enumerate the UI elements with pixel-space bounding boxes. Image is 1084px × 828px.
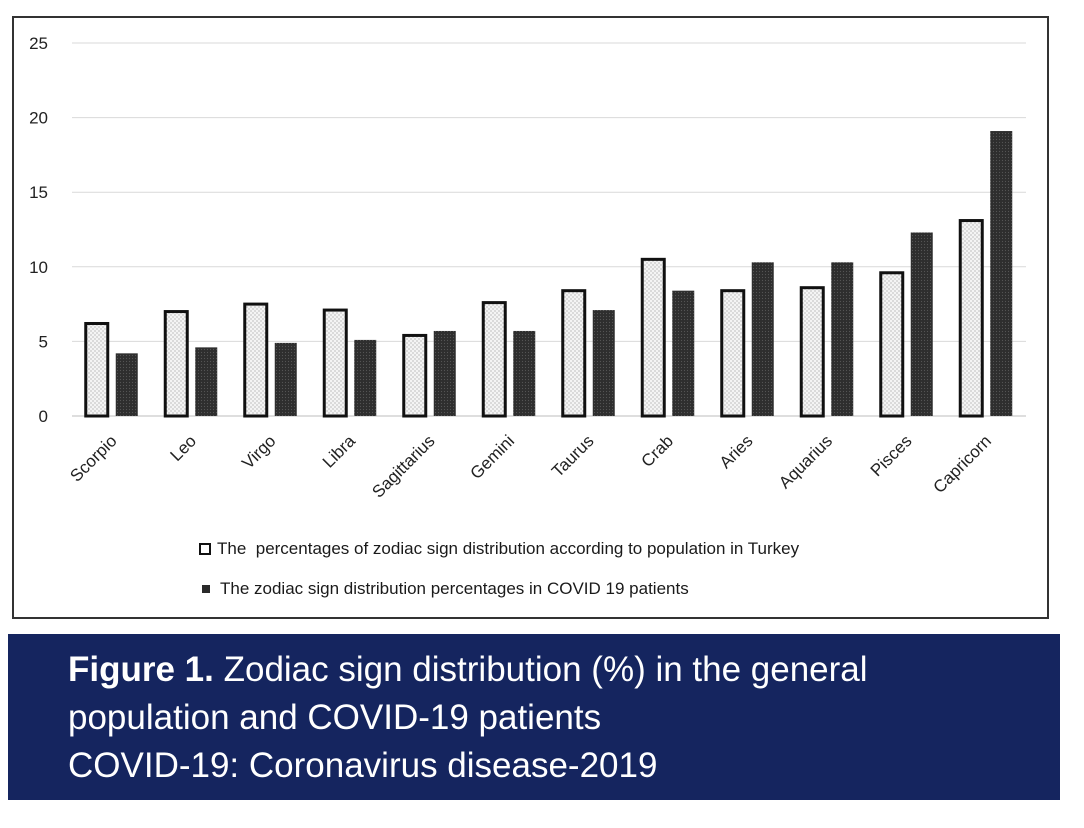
bar-population (84, 321, 110, 418)
bar-covid (592, 310, 615, 416)
y-tick-label: 10 (29, 258, 48, 277)
bar-population (958, 219, 984, 418)
bar-population (561, 289, 587, 418)
x-tick-label: Libra (319, 431, 360, 472)
y-tick-label: 25 (29, 34, 48, 53)
bar-covid (274, 342, 297, 416)
x-tick-label: Sagittarius (368, 431, 438, 501)
x-tick-label: Scorpio (66, 431, 120, 485)
bar-covid (751, 262, 774, 416)
legend-label-population: The percentages of zodiac sign distribut… (217, 539, 800, 558)
bar-covid (513, 330, 536, 416)
bar-population (879, 271, 905, 418)
legend-item-covid: The zodiac sign distribution percentages… (199, 579, 689, 599)
bar-covid (672, 290, 695, 416)
bar-population (402, 333, 428, 418)
bar-covid (115, 353, 138, 416)
legend-swatch-population (199, 543, 211, 555)
x-tick-label: Capricorn (930, 431, 996, 497)
caption-line-1: Figure 1. Zodiac sign distribution (%) i… (68, 646, 1060, 694)
y-tick-label: 0 (39, 407, 48, 426)
bar-covid (433, 330, 456, 416)
bar-population (799, 286, 825, 418)
bar-covid (831, 262, 854, 416)
caption-line-3: COVID-19: Coronavirus disease-2019 (68, 746, 658, 785)
y-axis-ticks: 0 5 10 15 20 25 (29, 34, 48, 426)
y-tick-label: 5 (39, 332, 48, 351)
figure-caption: Figure 1. Zodiac sign distribution (%) i… (8, 634, 1060, 800)
bar-covid (910, 232, 933, 416)
gridlines (72, 42, 1026, 417)
legend-label-covid: The zodiac sign distribution percentages… (220, 579, 689, 598)
bar-population (640, 257, 666, 418)
x-tick-label: Aquarius (775, 431, 836, 492)
x-axis-ticks: Scorpio Leo Virgo Libra Sagittarius Gemini Tau… (66, 431, 995, 502)
chart-frame: 0 5 10 15 20 25 Scorpio Leo Virgo Libra Sagittari… (12, 16, 1049, 619)
x-tick-label: Gemini (467, 431, 519, 483)
legend-swatch-covid (202, 585, 210, 593)
caption-title: Zodiac sign distribution (%) in the gene… (213, 650, 868, 689)
bar-chart: 0 5 10 15 20 25 Scorpio Leo Virgo Libra Sagittari… (29, 34, 1026, 502)
bar-population (322, 308, 348, 418)
x-tick-label: Virgo (238, 431, 279, 472)
bar-population (243, 302, 269, 418)
x-tick-label: Aries (716, 431, 757, 472)
legend-item-population: The percentages of zodiac sign distribut… (199, 539, 799, 559)
x-tick-label: Pisces (867, 431, 916, 480)
bar-covid (195, 347, 218, 416)
caption-label: Figure 1. (68, 650, 214, 689)
bar-population (163, 310, 189, 418)
x-tick-label: Leo (167, 431, 200, 464)
x-tick-label: Taurus (548, 431, 598, 481)
bars (84, 131, 1013, 418)
bar-covid (354, 339, 377, 416)
y-tick-label: 20 (29, 109, 48, 128)
bar-population (481, 301, 507, 418)
y-tick-label: 15 (29, 183, 48, 202)
bar-covid (990, 131, 1013, 416)
caption-line-2: population and COVID-19 patients (68, 698, 602, 737)
bar-population (720, 289, 746, 418)
x-tick-label: Crab (638, 431, 677, 470)
